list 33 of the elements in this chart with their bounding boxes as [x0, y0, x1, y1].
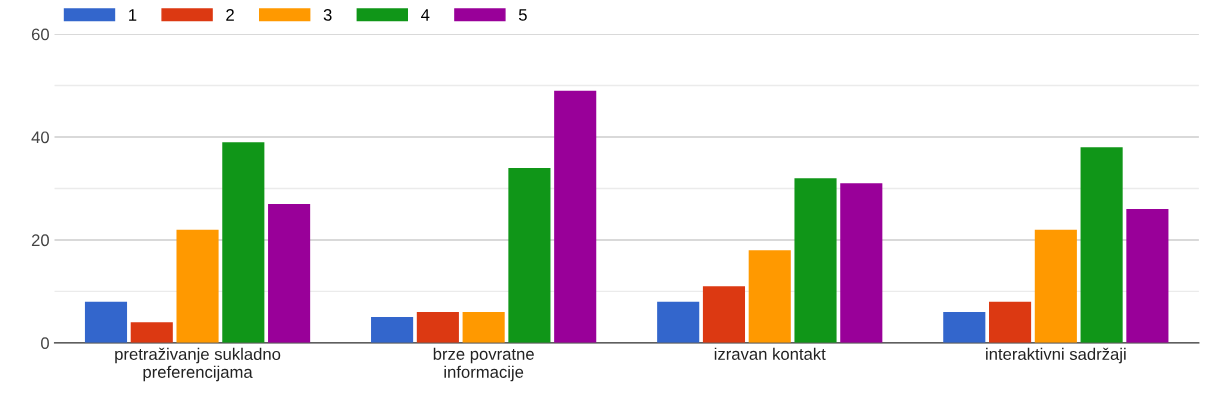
- legend-label: 4: [421, 9, 430, 21]
- x-tick-label: brze povratne informacije: [433, 347, 534, 382]
- bar: [176, 229, 219, 343]
- bar: [416, 311, 459, 343]
- bar: [84, 301, 128, 343]
- bar: [268, 203, 311, 343]
- bar: [943, 311, 986, 343]
- bar: [508, 167, 551, 343]
- legend-label: 2: [226, 8, 234, 21]
- bar: [989, 301, 1032, 343]
- bar: [222, 142, 265, 343]
- bar: [748, 250, 791, 343]
- y-tick-label: 60: [31, 28, 49, 41]
- bar: [657, 301, 700, 343]
- bar: [462, 311, 505, 343]
- bar: [371, 317, 414, 343]
- x-tick-label: izravan kontakt: [714, 347, 826, 360]
- y-tick-label: 40: [31, 131, 49, 144]
- bar: [794, 178, 837, 343]
- bar: [840, 183, 883, 343]
- bar: [1034, 229, 1077, 343]
- bar: [702, 286, 746, 343]
- bar: [554, 90, 597, 343]
- bar: [1080, 147, 1123, 343]
- legend-label: 1: [129, 9, 137, 21]
- y-tick-label: 0: [41, 337, 49, 350]
- y-tick-label: 20: [31, 234, 49, 247]
- legend-label: 5: [518, 9, 527, 21]
- x-tick-label: pretraživanje sukladno preferencijama: [115, 347, 281, 382]
- bar: [1126, 209, 1169, 343]
- legend-label: 3: [323, 8, 332, 21]
- x-tick-label: interaktivni sadržaji: [986, 347, 1126, 364]
- bar: [130, 322, 173, 343]
